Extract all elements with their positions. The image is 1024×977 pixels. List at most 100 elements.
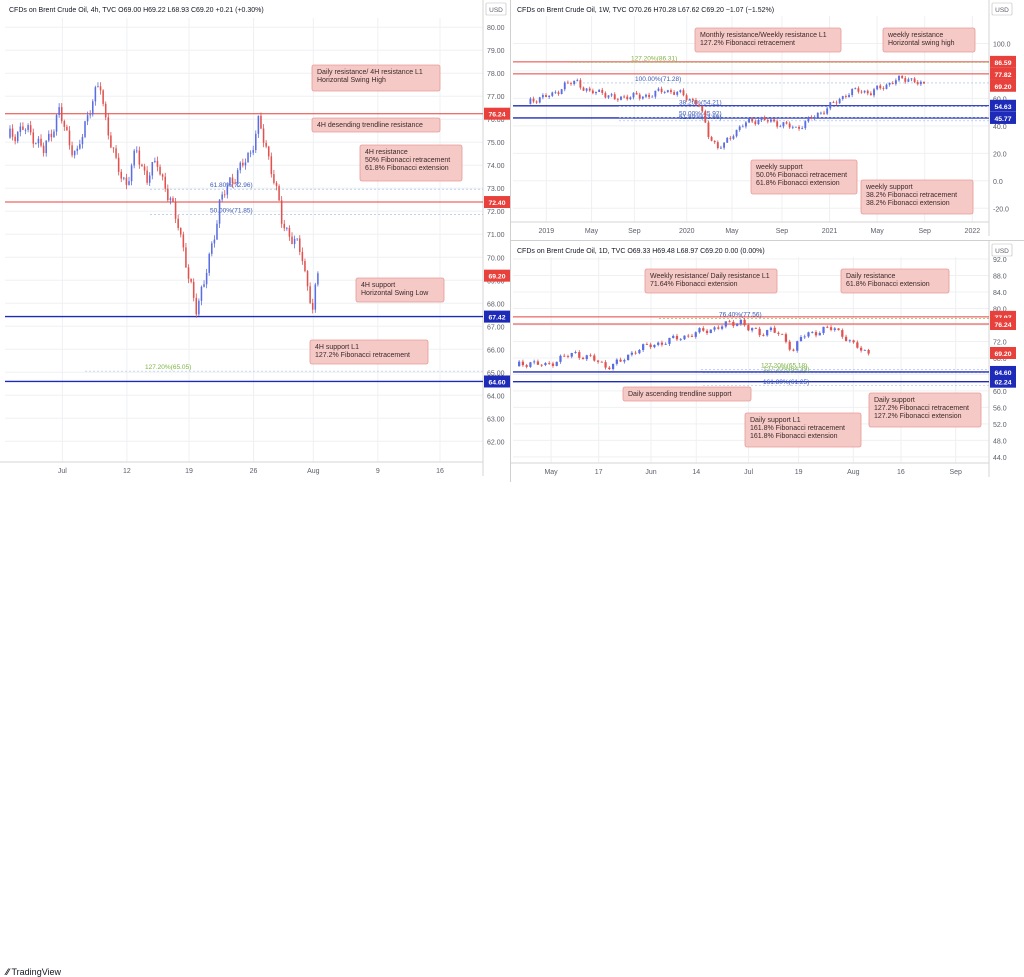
chart-4h[interactable]: 62.00 63.00 64.00 65.00 66.00 67.00 68.00 69.00… (0, 0, 510, 482)
candle-body (723, 142, 726, 148)
candle-body (104, 103, 107, 118)
candle-body (613, 94, 616, 100)
candle-body (891, 82, 894, 84)
candle-body (53, 131, 55, 138)
annotation-text: Daily support L1 (750, 417, 801, 424)
candle-body (291, 236, 293, 245)
candle-body (71, 145, 73, 156)
candle-body (672, 335, 675, 338)
candle-body (257, 115, 260, 134)
candle-body (213, 239, 216, 244)
candle-body (741, 126, 744, 128)
candle-body (807, 117, 810, 122)
candle-body (582, 87, 585, 91)
candle-body (851, 89, 854, 96)
annotation-text: 71.64% Fibonacci extension (650, 281, 738, 288)
annotation-text: Daily ascending trendline support (628, 391, 732, 398)
candle-body (557, 92, 560, 95)
candle-body (37, 138, 40, 144)
candle-body (102, 90, 104, 104)
chart-weekly[interactable]: -20.00.020.040.060.080.0100.02019MaySep2… (511, 0, 1024, 240)
candle-body (172, 198, 174, 203)
candle-body (174, 202, 177, 219)
level-tag-label: 77.82 (994, 72, 1011, 79)
candle-body (190, 278, 192, 282)
candle-body (167, 188, 169, 201)
y-tick-label: 67.00 (487, 324, 505, 331)
candle-body (570, 352, 573, 357)
candle-body (566, 356, 570, 357)
candle-body (548, 363, 551, 364)
candle-body (673, 92, 676, 95)
candle-body (701, 105, 704, 112)
x-tick-label: May (585, 228, 599, 235)
candle-body (747, 325, 750, 331)
annotation-text: 127.2% Fibonacci retracement (315, 352, 410, 359)
candle-body (623, 360, 626, 362)
candle-body (720, 326, 724, 329)
x-tick-label: 16 (436, 468, 444, 475)
candle-body (691, 98, 694, 100)
annotation-box (622, 386, 752, 402)
x-tick-label: 2019 (539, 228, 555, 235)
candle-body (81, 136, 84, 145)
candle-body (823, 112, 825, 114)
candle-body (829, 327, 833, 330)
fib-label: 50.00%(71.85) (210, 208, 253, 215)
candle-body (585, 355, 588, 360)
candle-body (68, 130, 71, 146)
candle-body (211, 243, 213, 254)
level-tag (990, 99, 1016, 112)
candle-body (784, 334, 788, 342)
annotation-text: 38.2% Fibonacci extension (866, 200, 950, 207)
candle-body (856, 342, 859, 348)
candle-body (138, 150, 141, 165)
y-tick-label: 76.00 (487, 117, 505, 124)
candle-body (626, 354, 630, 361)
candle-body (589, 355, 592, 357)
level-tag-label: 64.60 (994, 370, 1011, 377)
candle-body (532, 98, 535, 102)
y-tick-label: 40.0 (993, 124, 1007, 131)
candle-body (299, 238, 301, 252)
level-tag (990, 346, 1016, 359)
candle-body (810, 117, 813, 119)
y-tick-label: 84.0 (993, 290, 1007, 297)
chart-daily[interactable]: 44.048.052.056.060.064.068.072.076.080.0… (511, 241, 1024, 483)
candle-body (766, 330, 769, 336)
annotation-box (882, 27, 976, 53)
candle-body (529, 98, 532, 104)
annotation-text: 61.8% Fibonacci extension (365, 165, 449, 172)
candle-body (818, 333, 821, 336)
candle-body (563, 82, 566, 90)
candle-body (249, 152, 252, 154)
candle-body (218, 199, 221, 224)
candle-body (682, 90, 685, 96)
y-tick-label: 48.0 (993, 438, 1007, 445)
candle-body (600, 361, 603, 363)
x-tick-label: Jul (58, 468, 67, 475)
candle-body (255, 133, 257, 151)
candle-body (89, 114, 91, 116)
candle-body (654, 90, 657, 97)
candle-body (247, 153, 249, 163)
candle-body (151, 161, 154, 176)
fib-label: 127.20%(65.05) (145, 364, 191, 371)
candle-body (803, 336, 806, 338)
level-tag-label: 76.24 (488, 112, 505, 119)
candle-body (758, 328, 761, 336)
candle-body (660, 342, 664, 345)
annotation-text: 50% Fibonacci retracement (365, 157, 450, 164)
annotation-box (694, 27, 842, 53)
candle-body (275, 182, 278, 186)
candle-body (604, 362, 607, 368)
candle-body (670, 90, 672, 93)
candle-body (252, 150, 254, 153)
candle-body (907, 79, 910, 82)
candle-body (262, 128, 265, 143)
candle-body (762, 335, 765, 336)
candle-body (754, 328, 758, 329)
candle-body (623, 96, 626, 98)
x-tick-label: 12 (123, 468, 131, 475)
y-tick-label: 65.00 (487, 370, 505, 377)
